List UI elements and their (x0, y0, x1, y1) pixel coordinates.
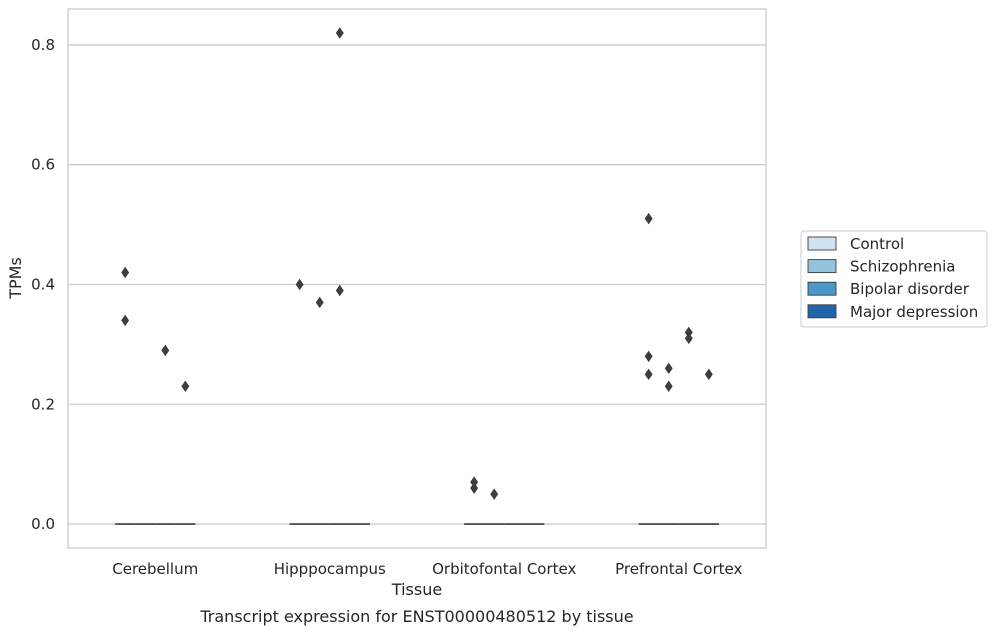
y-axis-ticks: 0.0 0.2 0.4 0.6 0.8 (31, 36, 55, 533)
y-tick-label: 0.6 (31, 156, 55, 174)
x-axis-ticks: Cerebellum Hipppocampus Orbitofontal Corte… (112, 560, 742, 578)
x-tick-label: Hipppocampus (274, 560, 386, 578)
y-axis-label: TPMs (6, 257, 25, 300)
legend-swatch (807, 304, 837, 319)
legend-label: Control (850, 235, 904, 253)
outlier-point (470, 482, 479, 494)
outlier-point (161, 344, 170, 357)
legend-label: Major depression (850, 303, 978, 321)
gridlines (68, 44, 766, 525)
outlier-point (704, 368, 713, 381)
y-tick-label: 0.8 (31, 36, 55, 54)
x-tick-label: Cerebellum (112, 560, 198, 578)
outlier-point (490, 488, 499, 500)
y-tick-label: 0.0 (31, 515, 55, 533)
plot-area-frame (67, 8, 767, 549)
legend-swatch (807, 259, 837, 274)
legend-frame (800, 230, 988, 328)
y-tick-label: 0.4 (31, 275, 55, 293)
outlier-point (684, 332, 693, 345)
outlier-point (335, 27, 344, 39)
outlier-point (664, 380, 673, 393)
legend: Control Schizophrenia Bipolar disorder Majo… (800, 230, 988, 328)
x-tick-label: Orbitofontal Cortex (432, 560, 576, 578)
x-tick-label: Prefrontal Cortex (615, 560, 742, 578)
y-tick-label: 0.2 (31, 395, 55, 413)
legend-swatch (807, 236, 837, 251)
legend-label: Bipolar disorder (850, 280, 970, 298)
outlier-point (644, 350, 653, 363)
outlier-point (181, 380, 190, 393)
outlier-point (664, 362, 673, 375)
outlier-points (121, 27, 713, 500)
outlier-point (121, 266, 130, 279)
outlier-point (644, 368, 653, 381)
legend-swatch (807, 281, 837, 296)
legend-label: Schizophrenia (850, 258, 955, 276)
outlier-point (121, 314, 130, 327)
x-axis-label: Tissue (391, 580, 442, 599)
outlier-point (335, 284, 344, 297)
outlier-point (295, 278, 304, 291)
outlier-point (315, 296, 324, 309)
outlier-point (644, 212, 653, 225)
chart-caption: Transcript expression for ENST0000048051… (199, 607, 633, 626)
